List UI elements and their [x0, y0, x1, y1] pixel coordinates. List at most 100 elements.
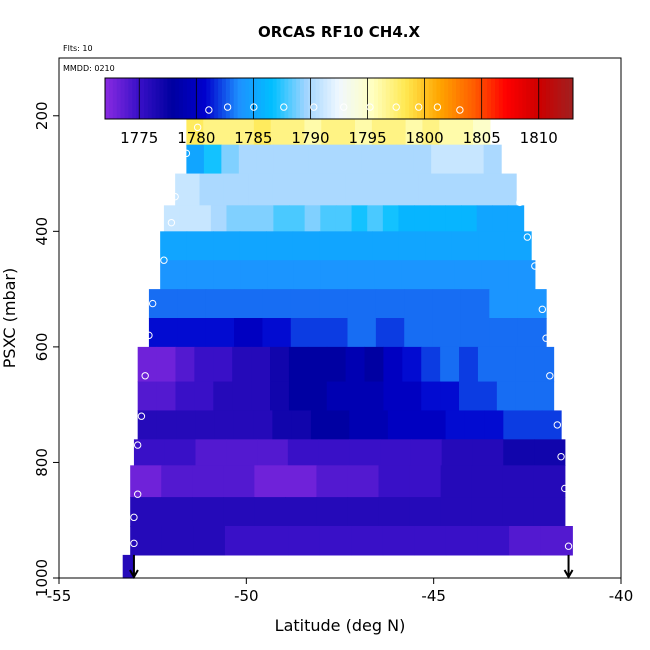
heatmap-cell [534, 439, 566, 466]
colorbar-segment [253, 78, 258, 119]
colorbar-tick-label: 1780 [177, 129, 215, 147]
heatmap-cell [254, 497, 287, 527]
heatmap-cell [195, 439, 227, 466]
colorbar-segment [413, 78, 418, 119]
colorbar-segment [537, 78, 543, 119]
heatmap-cell [210, 205, 228, 232]
heatmap-cell [213, 231, 241, 261]
colorbar-segment [463, 78, 469, 119]
heatmap-cell [361, 144, 380, 175]
colorbar-segment [214, 78, 219, 119]
heatmap-cell [270, 346, 290, 383]
colorbar-segment [432, 78, 437, 119]
colorbar-segment [233, 78, 239, 119]
heatmap-cell [285, 465, 318, 498]
heatmap-cell [427, 260, 456, 290]
colorbar-segment [541, 78, 547, 119]
colorbar-segment [300, 78, 305, 119]
heatmap-cell [347, 260, 375, 290]
heatmap-cell [502, 497, 535, 527]
heatmap-cell [484, 410, 504, 440]
arrow-head [563, 569, 574, 580]
heatmap-cell [137, 346, 158, 383]
heatmap-cell [496, 381, 517, 412]
heatmap-cell [307, 381, 328, 412]
heatmap-cell [347, 318, 377, 348]
heatmap-cell [517, 289, 547, 319]
colorbar-segment [342, 78, 348, 119]
heatmap-cell [320, 260, 349, 290]
heatmap-cell [234, 289, 263, 319]
colorbar-segment [366, 78, 371, 119]
heatmap-cell [445, 205, 462, 232]
heatmap-cell [270, 118, 289, 146]
colorbar-segment [545, 78, 551, 119]
heatmap-cell [220, 118, 238, 146]
colorbar-segment [444, 78, 449, 119]
heatmap-cell [223, 173, 249, 206]
sample-point [310, 103, 318, 111]
heatmap-cell [347, 497, 380, 527]
heatmap-cell [472, 439, 504, 466]
colorbar-segment [303, 78, 309, 119]
y-tick-label: 600 [33, 333, 51, 362]
heatmap-cell [326, 346, 347, 383]
heatmap-cell [161, 497, 193, 527]
colorbar-segment [467, 78, 473, 119]
heatmap-cell [429, 205, 446, 232]
heatmap-cell [345, 231, 373, 261]
heatmap-cell [224, 526, 258, 556]
surface-arrows [129, 554, 574, 580]
colorbar-segment [561, 78, 566, 119]
heatmap-cell [326, 381, 347, 412]
heatmap-cell [347, 465, 380, 498]
heatmap-cell [372, 231, 400, 261]
colorbar-segment [569, 78, 574, 119]
heatmap-cell [440, 346, 460, 383]
sample-point [167, 218, 176, 227]
sample-point [553, 421, 562, 429]
sample-point [392, 103, 400, 111]
colorbar-segment [397, 78, 402, 119]
colorbar-tick-label: 1805 [463, 129, 501, 147]
colorbar-segment [105, 78, 110, 119]
heatmap-cell [491, 173, 517, 206]
colorbar-segment [159, 78, 164, 119]
heatmap-cell [409, 465, 442, 498]
sample-point [250, 103, 258, 111]
colorbar-segment [151, 78, 157, 119]
colorbar-frame [104, 77, 574, 120]
heatmap-cell [163, 205, 181, 232]
heatmap-cell [496, 346, 517, 383]
heatmap-cell [205, 318, 235, 348]
heatmap-cell [383, 381, 403, 412]
heatmap-cell [404, 289, 434, 319]
heatmap-cell [326, 144, 345, 175]
heatmap-cell [192, 465, 224, 498]
colorbar-segment [335, 78, 340, 119]
heatmap-cell [440, 465, 473, 498]
heatmap-cell [432, 318, 462, 348]
heatmap-cell [288, 346, 309, 383]
heatmap-cell [175, 346, 195, 383]
heatmap-cell [251, 381, 271, 412]
y-tick-label: 800 [33, 448, 51, 477]
colorbar-segment [272, 78, 278, 119]
colorbar-segment [385, 78, 391, 119]
sample-point [564, 542, 573, 550]
heatmap-cell [401, 260, 429, 290]
colorbar-segment [147, 78, 153, 119]
heatmap-cell [266, 231, 294, 261]
colorbar-segment [245, 78, 250, 119]
sample-point [160, 256, 168, 264]
sample-point [133, 490, 142, 498]
heatmap-cell [503, 439, 535, 466]
heatmap-cell [414, 526, 447, 556]
heatmap-cell [179, 205, 196, 232]
colorbar-tick-label: 1795 [348, 129, 386, 147]
colorbar-segment [136, 78, 141, 119]
heatmap-cell [156, 346, 177, 383]
heatmap-cell [133, 439, 166, 466]
y-tick-label: 200 [33, 101, 51, 130]
